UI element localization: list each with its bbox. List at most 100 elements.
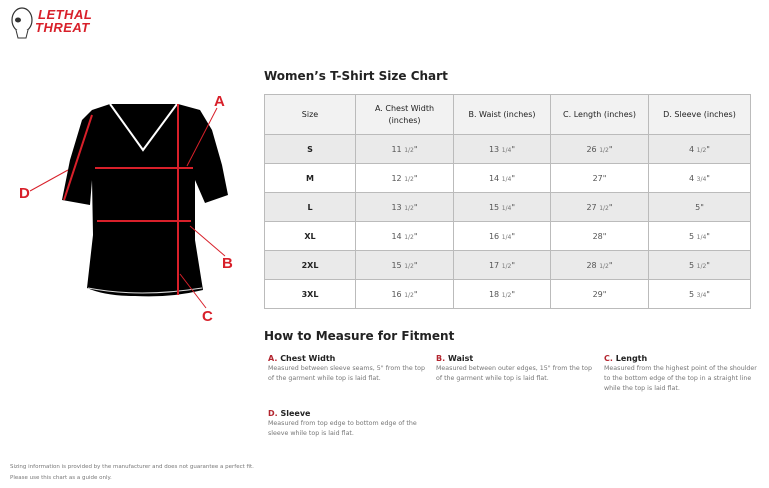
whole-value: 12 — [391, 173, 402, 183]
sleeve-cell: 4 1/2" — [648, 134, 751, 164]
sleeve-cell: 4 3/4" — [648, 163, 751, 193]
fraction-value: 1/4 — [696, 233, 707, 241]
measure-description: Measured between sleeve seams, 5" from t… — [268, 365, 426, 382]
lethal-threat-logo: LETHAL THREAT — [8, 6, 118, 42]
header-waist: B. Waist (inches) — [453, 94, 551, 135]
measure-name: Length — [615, 354, 648, 363]
chest-cell: 12 1/2" — [355, 163, 454, 193]
label-c: C — [202, 308, 213, 325]
label-b: B — [222, 255, 233, 272]
inch-mark: " — [608, 144, 613, 154]
size-cell: XL — [264, 221, 356, 251]
measure-description: Measured between outer edges, 15" from t… — [436, 365, 593, 382]
inch-mark: " — [413, 260, 418, 270]
fraction-value: 1/2 — [501, 262, 512, 270]
whole-value: 17 — [488, 260, 500, 270]
inch-mark: " — [700, 202, 704, 212]
size-table: Size A. Chest Width (inches) B. Waist (i… — [264, 94, 751, 309]
fraction-value: 1/2 — [404, 262, 414, 270]
measure-name: Sleeve — [280, 409, 311, 418]
inch-mark: " — [706, 231, 710, 241]
table-row: M 12 1/2" 14 1/4" 27" 4 3/4" — [264, 163, 751, 193]
size-cell: L — [264, 192, 356, 222]
measure-item-sleeve: D. Sleeve Measured from top edge to botto… — [268, 408, 428, 439]
inch-mark: " — [511, 289, 516, 299]
waist-cell: 15 1/4" — [453, 192, 551, 222]
disclaimer-line: Please use this chart as a guide only. — [10, 474, 112, 481]
disclaimer-line: Sizing information is provided by the ma… — [10, 464, 254, 470]
waist-cell: 17 1/2" — [453, 250, 551, 280]
shirt-diagram: A B C D — [19, 93, 233, 325]
table-row: 2XL 15 1/2" 17 1/2" 28 1/2" 5 1/2" — [264, 250, 751, 280]
fraction-value: 1/2 — [599, 262, 609, 270]
skull-icon — [11, 7, 33, 39]
whole-value: 27 — [586, 202, 597, 212]
whole-value: 28 — [592, 231, 603, 241]
whole-value: 13 — [391, 202, 402, 212]
header-size: Size — [264, 94, 356, 135]
sleeve-cell: 5 3/4" — [648, 279, 751, 309]
measure-heading: D. Sleeve — [268, 408, 428, 419]
measure-item-length: C. Length Measured from the highest point… — [604, 353, 764, 394]
size-cell: M — [264, 163, 356, 193]
measure-heading: A. Chest Width — [268, 353, 428, 364]
whole-value: 4 — [689, 173, 695, 183]
sleeve-cell: 5 1/2" — [648, 250, 751, 280]
fraction-value: 1/2 — [696, 146, 707, 154]
inch-mark: " — [602, 289, 607, 299]
measure-name: Chest Width — [280, 354, 336, 363]
measure-letter: B. — [436, 354, 446, 363]
fraction-value: 1/2 — [501, 291, 512, 299]
fraction-value: 1/2 — [599, 204, 609, 212]
fraction-value: 1/2 — [404, 204, 414, 212]
inch-mark: " — [511, 173, 516, 183]
header-sleeve: D. Sleeve (inches) — [648, 94, 751, 135]
fraction-value: 1/2 — [404, 175, 414, 183]
inch-mark: " — [706, 260, 710, 270]
chest-cell: 14 1/2" — [355, 221, 454, 251]
table-row: L 13 1/2" 15 1/4" 27 1/2" 5" — [264, 192, 751, 222]
whole-value: 26 — [586, 144, 597, 154]
whole-value: 27 — [592, 173, 603, 183]
inch-mark: " — [413, 231, 418, 241]
fraction-value: 1/2 — [599, 146, 609, 154]
waist-cell: 14 1/4" — [453, 163, 551, 193]
howto-title: How to Measure for Fitment — [264, 329, 455, 343]
fraction-value: 1/2 — [696, 262, 707, 270]
length-cell: 28" — [550, 221, 649, 251]
fraction-value: 3/4 — [696, 175, 707, 183]
measure-letter: C. — [604, 354, 613, 363]
measure-description: Measured from the highest point of the s… — [604, 365, 757, 392]
inch-mark: " — [706, 144, 710, 154]
whole-value: 5 — [695, 202, 701, 212]
inch-mark: " — [413, 173, 418, 183]
whole-value: 15 — [391, 260, 402, 270]
header-length: C. Length (inches) — [550, 94, 649, 135]
table-header-row: Size A. Chest Width (inches) B. Waist (i… — [264, 94, 751, 135]
logo-text: LETHAL THREAT — [35, 7, 93, 35]
whole-value: 5 — [689, 231, 695, 241]
fraction-value: 1/4 — [501, 146, 512, 154]
sleeve-cell: 5 1/4" — [648, 221, 751, 251]
whole-value: 16 — [391, 289, 402, 299]
inch-mark: " — [602, 173, 607, 183]
table-row: S 11 1/2" 13 1/4" 26 1/2" 4 1/2" — [264, 134, 751, 164]
length-cell: 27" — [550, 163, 649, 193]
whole-value: 29 — [592, 289, 603, 299]
fraction-value: 3/4 — [696, 291, 707, 299]
length-cell: 29" — [550, 279, 649, 309]
whole-value: 28 — [586, 260, 597, 270]
inch-mark: " — [511, 202, 516, 212]
sleeve-cell: 5" — [648, 192, 751, 222]
whole-value: 13 — [488, 144, 500, 154]
whole-value: 16 — [488, 231, 500, 241]
waist-cell: 16 1/4" — [453, 221, 551, 251]
whole-value: 4 — [689, 144, 695, 154]
whole-value: 14 — [488, 173, 500, 183]
label-a: A — [214, 93, 225, 110]
whole-value: 5 — [689, 289, 695, 299]
measure-description: Measured from top edge to bottom edge of… — [268, 420, 417, 437]
table-row: XL 14 1/2" 16 1/4" 28" 5 1/4" — [264, 221, 751, 251]
inch-mark: " — [413, 144, 418, 154]
label-d: D — [19, 185, 30, 202]
